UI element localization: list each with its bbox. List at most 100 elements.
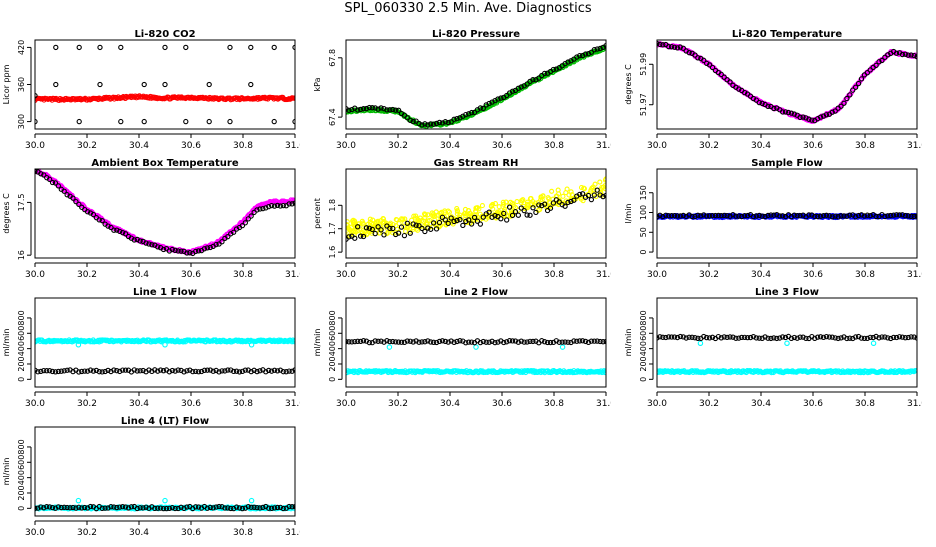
other-spike-point: [386, 344, 393, 350]
average-point: [721, 212, 727, 219]
average-point: [355, 338, 361, 344]
average-point: [701, 333, 707, 340]
average-point: [363, 225, 370, 231]
continuous-point: [394, 217, 400, 223]
average-point: [360, 106, 367, 112]
plot-frame: [656, 297, 918, 388]
average-point: [544, 339, 551, 346]
average-point: [591, 192, 597, 198]
average-point: [190, 368, 196, 375]
average-point: [597, 45, 603, 52]
average-point: [741, 212, 748, 219]
average-point: [286, 503, 292, 510]
average-point: [724, 212, 730, 219]
average-point: [436, 219, 443, 226]
average-point: [227, 44, 233, 51]
average-point: [178, 504, 184, 510]
y-tick-label: 51.97: [639, 93, 648, 116]
page-title: SPL_060330 2.5 Min. Ave. Diagnostics: [344, 1, 592, 16]
average-point: [820, 334, 827, 341]
average-point: [93, 367, 99, 374]
average-point: [911, 52, 917, 59]
average-point: [131, 237, 137, 243]
average-point: [794, 335, 800, 341]
continuous-point: [430, 211, 436, 217]
average-point: [207, 244, 213, 251]
average-point: [674, 45, 681, 51]
average-point: [911, 213, 917, 220]
average-point: [55, 368, 62, 375]
average-point: [280, 202, 286, 209]
average-point: [76, 504, 82, 510]
other-point: [291, 339, 295, 345]
average-point: [477, 339, 484, 346]
average-point: [155, 505, 161, 511]
average-point: [390, 225, 396, 232]
average-point: [146, 367, 152, 373]
average-point: [111, 504, 117, 510]
average-point: [899, 334, 906, 340]
average-point: [765, 103, 771, 109]
other-spike-point: [559, 344, 566, 350]
average-point: [433, 226, 440, 232]
other-spike-point: [870, 340, 877, 347]
x-tick-label: 30.2: [77, 528, 97, 538]
average-point: [266, 367, 272, 374]
average-point: [210, 505, 216, 511]
average-point: [568, 198, 574, 205]
continuous-point: [292, 198, 295, 204]
average-point: [231, 229, 237, 235]
average-point: [542, 70, 548, 77]
continuous-point: [437, 223, 443, 229]
average-point: [49, 504, 56, 511]
average-point: [788, 335, 795, 341]
average-point: [715, 333, 721, 340]
average-point: [512, 338, 519, 344]
average-point: [861, 213, 868, 219]
average-point: [550, 200, 557, 206]
average-point: [445, 119, 451, 126]
x-tick-label: 31.0: [596, 141, 611, 151]
average-point: [233, 504, 240, 510]
average-point: [695, 335, 701, 341]
continuous-point: [445, 208, 451, 214]
average-point: [390, 338, 396, 345]
average-point: [419, 122, 425, 128]
average-point: [430, 220, 437, 226]
average-point: [893, 50, 900, 56]
average-point: [515, 212, 522, 218]
average-point: [582, 51, 589, 57]
average-point: [448, 119, 454, 125]
average-point: [547, 205, 554, 211]
average-point: [108, 504, 114, 510]
average-point: [582, 338, 589, 345]
average-point: [668, 212, 675, 219]
average-point: [448, 215, 454, 221]
average-point: [730, 334, 736, 340]
x-tick-label: 31.0: [596, 270, 611, 280]
average-point: [553, 66, 559, 72]
plot-frame: [34, 426, 296, 517]
average-point: [134, 368, 140, 374]
average-point: [600, 193, 606, 200]
other-spike-point: [248, 342, 255, 348]
average-point: [826, 334, 833, 340]
average-point: [812, 335, 818, 342]
average-point: [466, 339, 472, 345]
average-point: [504, 92, 510, 99]
y-tick-label: 51.99: [639, 53, 648, 76]
average-point: [233, 368, 240, 374]
average-point: [594, 187, 600, 193]
y-tick-label: 300: [17, 114, 26, 129]
average-point: [571, 338, 577, 344]
average-point: [468, 109, 475, 116]
average-point: [248, 81, 254, 88]
average-point: [721, 74, 727, 80]
average-point: [436, 338, 443, 345]
average-point: [419, 225, 425, 232]
average-point: [747, 334, 754, 341]
average-point: [236, 505, 243, 511]
average-point: [815, 213, 821, 220]
chart-box-temperature: Ambient Box Temperature 30.0 30.2 30.4 30.6 3…: [0, 155, 305, 285]
chart-title: Line 3 Flow: [755, 287, 819, 298]
